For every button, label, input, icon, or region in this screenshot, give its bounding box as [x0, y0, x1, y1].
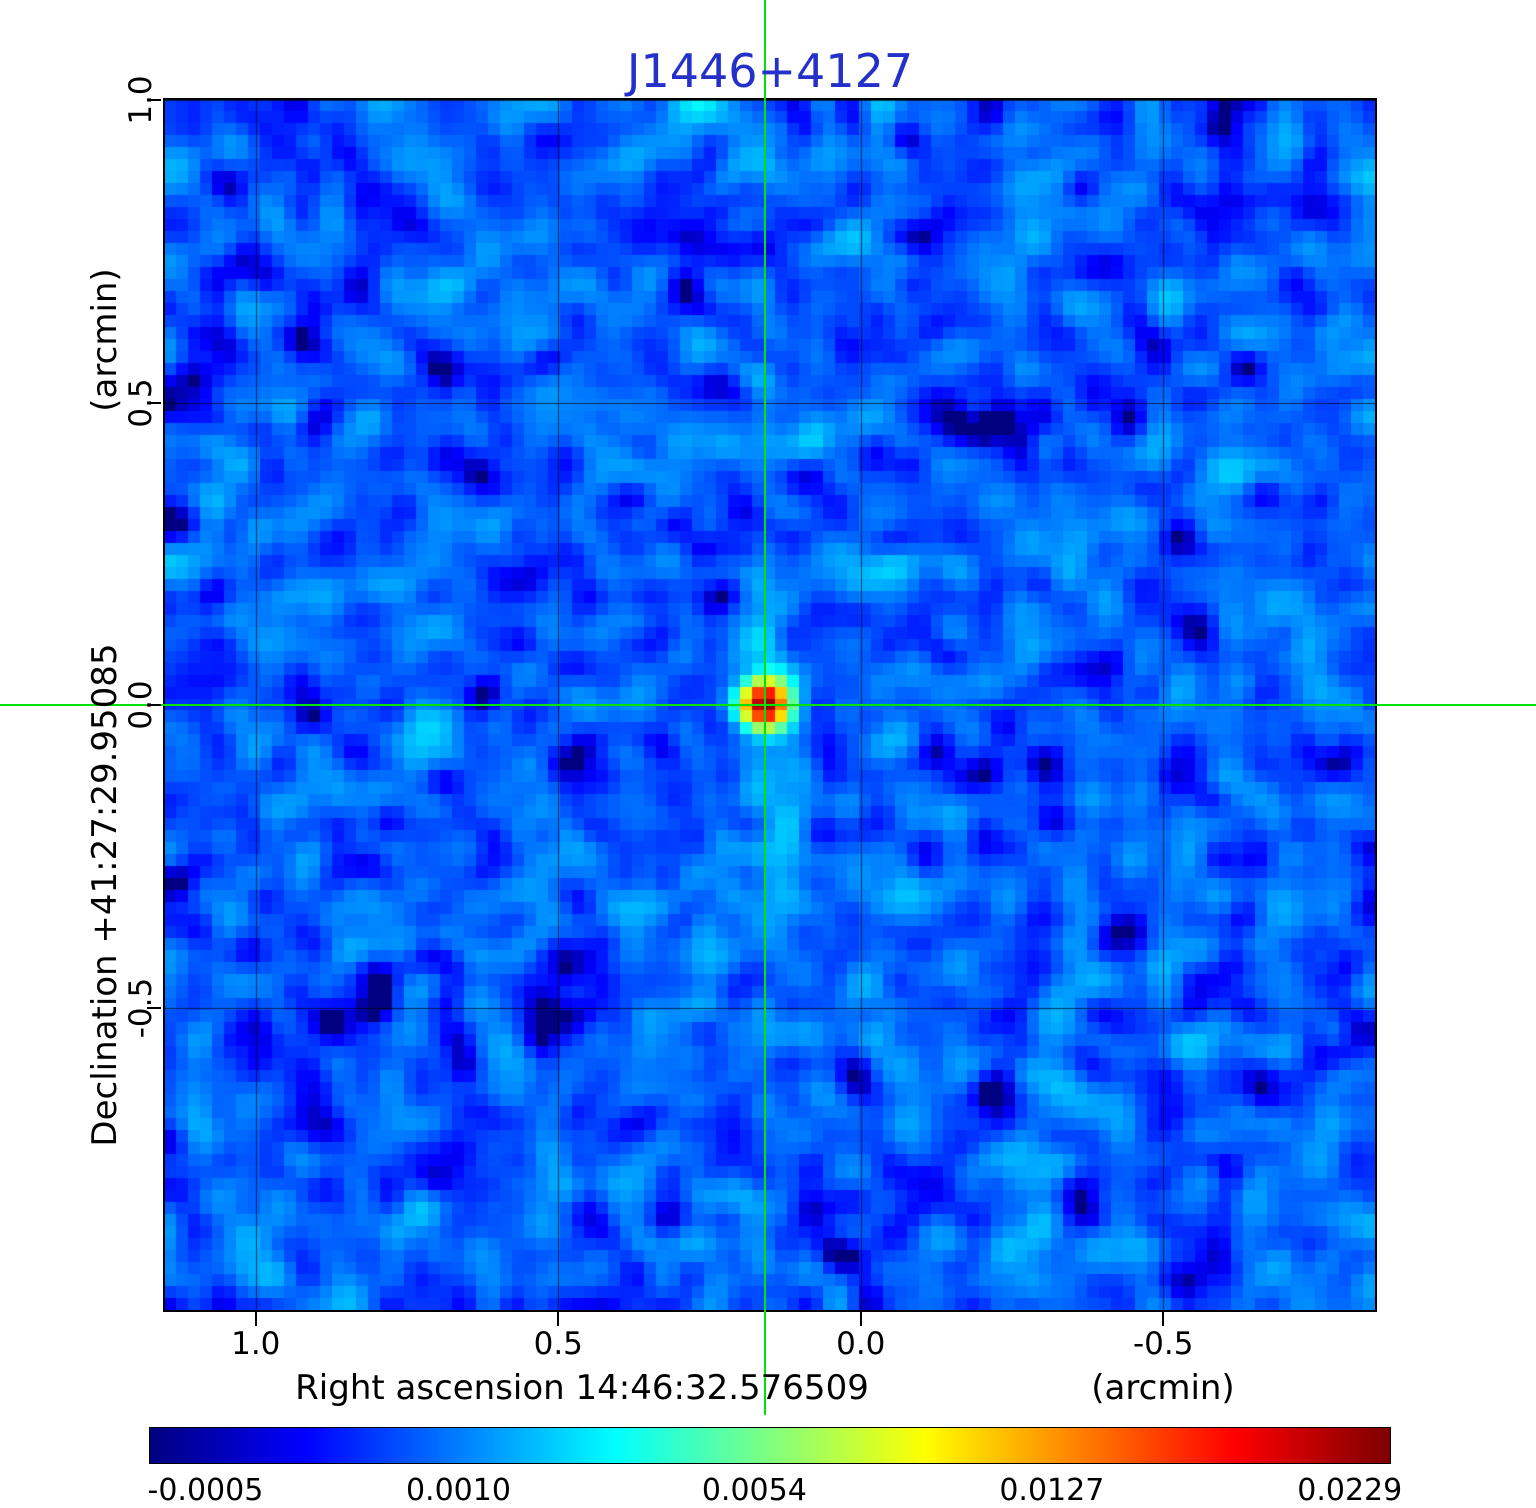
tick-mark	[1162, 1312, 1164, 1326]
y-tick-2: 0.0	[123, 680, 159, 730]
tick-mark	[147, 99, 161, 101]
colorbar-frame	[149, 1427, 1391, 1464]
y-tick-1: 0.5	[123, 377, 159, 428]
x-tick-3: -0.5	[1133, 1326, 1194, 1362]
tick-mark	[860, 1312, 862, 1326]
x-tick-0: 1.0	[231, 1326, 281, 1362]
y-tick-3: -0.5	[123, 977, 159, 1038]
tick-mark	[557, 1312, 559, 1326]
x-axis-label: Right ascension 14:46:32.576509	[295, 1368, 869, 1408]
crosshair-vertical-line	[764, 0, 766, 1415]
colorbar-canvas	[150, 1428, 1390, 1463]
colorbar-label-0: -0.0005	[147, 1473, 264, 1508]
x-tick-1: 0.5	[533, 1326, 583, 1362]
colorbar-label-2: 0.0054	[701, 1473, 807, 1508]
colorbar-label-4: 0.0229	[1297, 1473, 1403, 1508]
tick-mark	[147, 402, 161, 404]
plot-title: J1446+4127	[626, 44, 914, 98]
y-tick-0: 1.0	[123, 75, 159, 125]
y-axis-unit: (arcmin)	[85, 268, 125, 412]
y-axis-label: Declination +41:27:29.95085	[85, 643, 125, 1147]
tick-mark	[147, 704, 161, 706]
tick-mark	[255, 1312, 257, 1326]
x-axis-unit: (arcmin)	[1091, 1368, 1235, 1408]
x-tick-2: 0.0	[836, 1326, 886, 1362]
tick-mark	[147, 1007, 161, 1009]
crosshair-horizontal-line	[0, 704, 1536, 706]
colorbar-label-3: 0.0127	[999, 1473, 1105, 1508]
colorbar-label-1: 0.0010	[405, 1473, 511, 1508]
